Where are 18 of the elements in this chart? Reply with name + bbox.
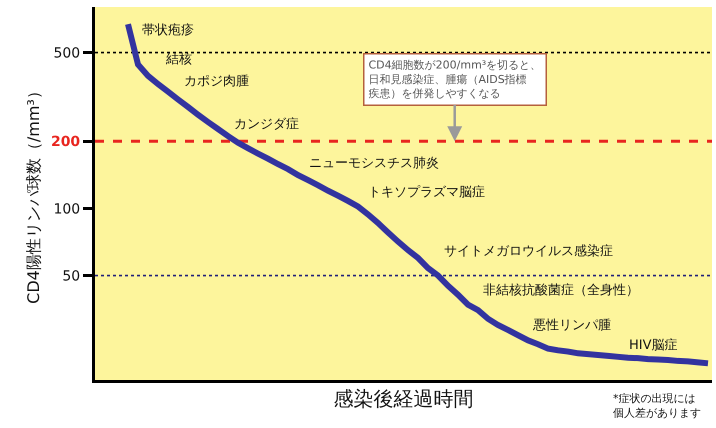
annotation: トキソプラズマ脳症 bbox=[368, 185, 485, 200]
y-tick-label: 200 bbox=[50, 134, 80, 150]
annotation: 悪性リンパ腫 bbox=[532, 318, 611, 333]
text: *症状の出現には個人差があります bbox=[613, 392, 701, 420]
annotation: サイトメガロウイルス感染症 bbox=[444, 244, 613, 259]
annotation: ニューモシスチス肺炎 bbox=[309, 156, 439, 171]
y-tick-label: 100 bbox=[53, 201, 80, 218]
y-tick-label: 500 bbox=[53, 45, 80, 62]
x-axis-title: 感染後経過時間 bbox=[334, 386, 474, 410]
annotation: 結核 bbox=[165, 52, 192, 67]
annotation: カンジダ症 bbox=[234, 117, 299, 132]
annotation: カポジ肉腫 bbox=[184, 74, 249, 89]
y-axis-title: CD4陽性リンパ球数（/mm³） bbox=[24, 83, 43, 304]
annotation: HIV脳症 bbox=[629, 338, 678, 353]
annotation: 帯状疱疹 bbox=[142, 23, 194, 38]
annotation: 非結核抗酸菌症（全身性） bbox=[483, 283, 639, 298]
ref-line-label: CD4細胞数が200/mm³を切ると、日和見感染症、腫瘍（AIDS指標疾患）を併発しやすくなる bbox=[368, 58, 542, 100]
y-tick-label: 50 bbox=[62, 268, 80, 284]
